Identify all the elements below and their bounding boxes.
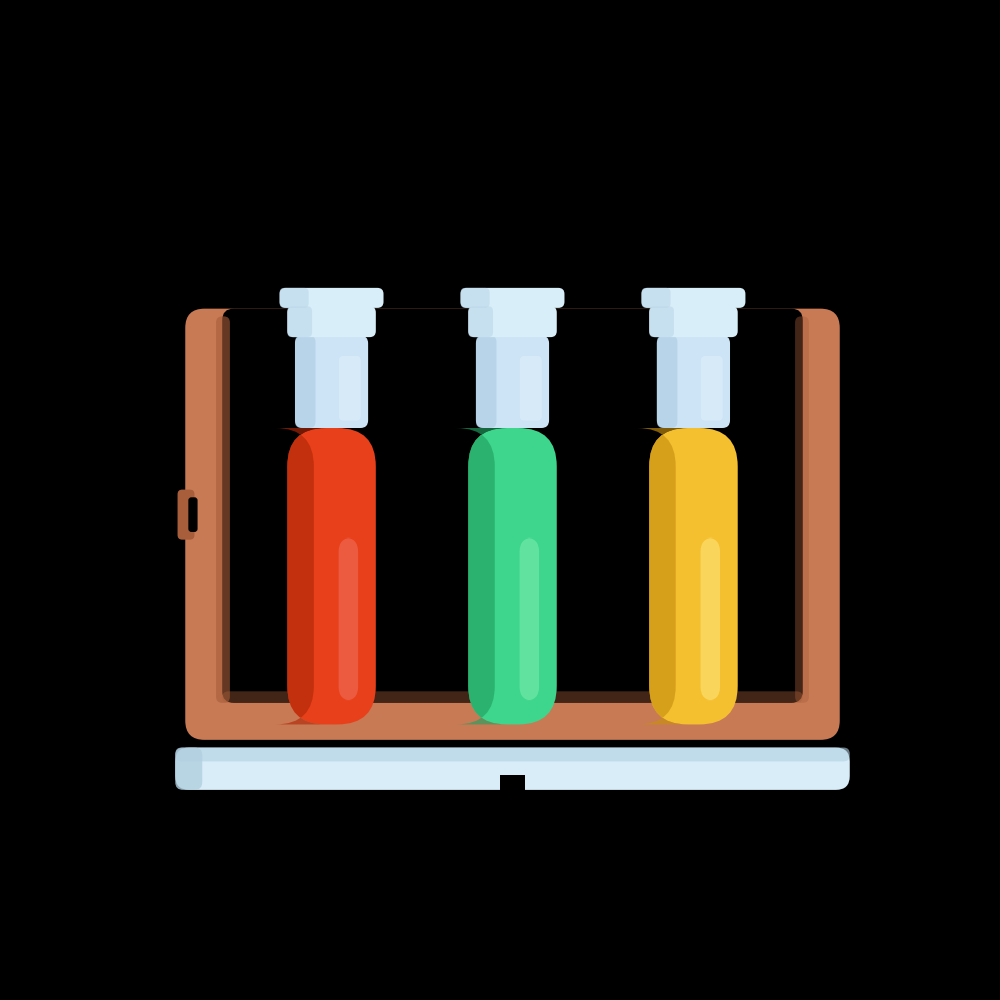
FancyBboxPatch shape <box>701 356 723 421</box>
FancyBboxPatch shape <box>275 428 326 724</box>
FancyBboxPatch shape <box>287 306 376 337</box>
FancyBboxPatch shape <box>461 288 490 308</box>
FancyBboxPatch shape <box>339 356 361 421</box>
FancyBboxPatch shape <box>287 428 376 724</box>
FancyBboxPatch shape <box>649 428 738 724</box>
FancyBboxPatch shape <box>185 309 840 740</box>
FancyBboxPatch shape <box>795 316 809 703</box>
FancyBboxPatch shape <box>468 306 493 337</box>
FancyBboxPatch shape <box>216 316 230 703</box>
FancyBboxPatch shape <box>175 748 202 790</box>
FancyBboxPatch shape <box>175 748 850 761</box>
FancyBboxPatch shape <box>520 538 539 701</box>
FancyBboxPatch shape <box>175 748 850 790</box>
FancyBboxPatch shape <box>461 288 564 308</box>
FancyBboxPatch shape <box>178 490 194 540</box>
FancyBboxPatch shape <box>222 691 803 703</box>
FancyBboxPatch shape <box>476 336 496 428</box>
FancyBboxPatch shape <box>339 538 358 701</box>
FancyBboxPatch shape <box>295 336 368 428</box>
FancyBboxPatch shape <box>287 306 312 337</box>
FancyBboxPatch shape <box>188 497 198 532</box>
FancyBboxPatch shape <box>649 306 738 337</box>
FancyBboxPatch shape <box>222 309 803 703</box>
FancyBboxPatch shape <box>657 336 730 428</box>
Bar <box>500 774 525 791</box>
FancyBboxPatch shape <box>520 356 542 421</box>
FancyBboxPatch shape <box>637 428 688 724</box>
FancyBboxPatch shape <box>295 336 315 428</box>
FancyBboxPatch shape <box>456 428 507 724</box>
FancyBboxPatch shape <box>701 538 720 701</box>
FancyBboxPatch shape <box>468 306 557 337</box>
FancyBboxPatch shape <box>641 288 671 308</box>
FancyBboxPatch shape <box>649 306 674 337</box>
FancyBboxPatch shape <box>641 288 745 308</box>
FancyBboxPatch shape <box>280 288 384 308</box>
FancyBboxPatch shape <box>657 336 677 428</box>
FancyBboxPatch shape <box>476 336 549 428</box>
FancyBboxPatch shape <box>468 428 557 724</box>
FancyBboxPatch shape <box>280 288 309 308</box>
